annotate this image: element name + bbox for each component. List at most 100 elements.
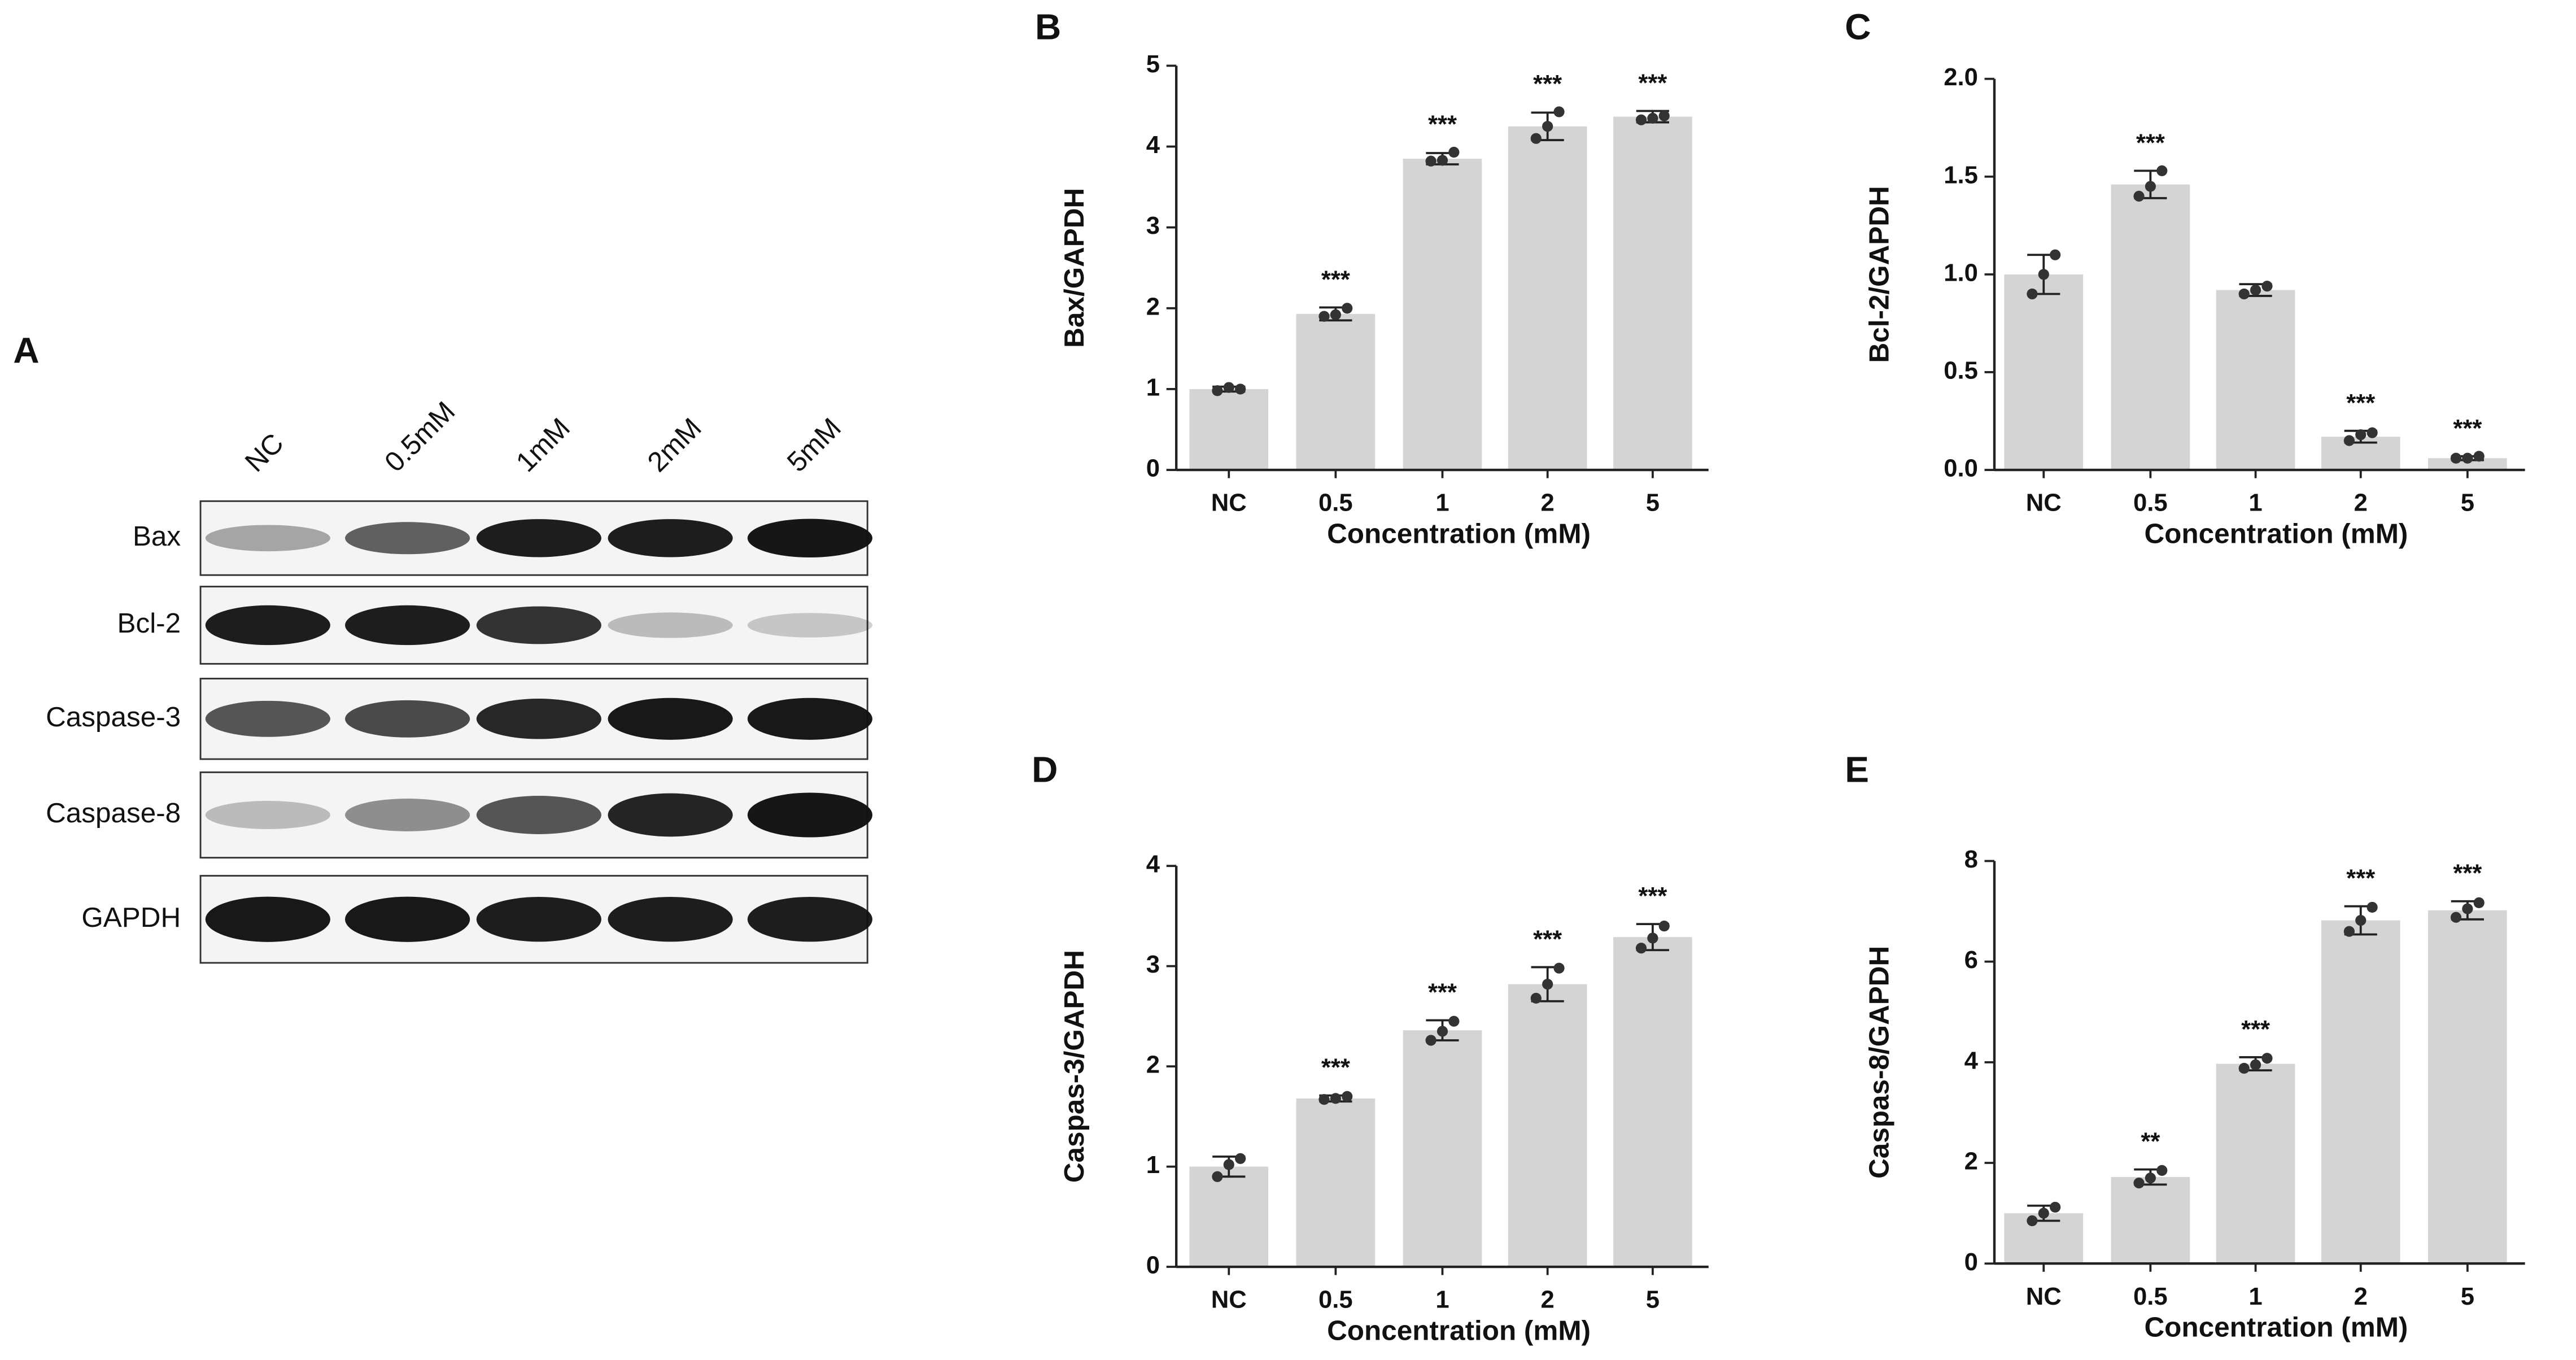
data-point <box>1553 962 1565 974</box>
x-axis-title: Concentration (mM) <box>2144 518 2408 549</box>
data-point <box>1342 303 1353 314</box>
bar <box>2004 274 2084 470</box>
significance: *** <box>1638 70 1667 97</box>
data-point <box>1235 383 1246 395</box>
x-tick-label: 1 <box>1435 490 1449 517</box>
y-tick-label: 4 <box>1964 1047 1979 1074</box>
blot-band <box>747 518 872 558</box>
lane-label: 0.5mM <box>379 395 461 478</box>
significance: *** <box>2346 390 2375 417</box>
bar <box>1403 158 1482 470</box>
blot-band <box>205 896 330 942</box>
x-tick-label: NC <box>1211 1287 1247 1314</box>
y-tick-label: 0.5 <box>1944 357 1978 384</box>
significance: *** <box>1533 71 1562 98</box>
data-point <box>1318 1094 1330 1105</box>
y-tick-label: 0 <box>1146 1252 1160 1279</box>
x-tick-label: NC <box>2026 490 2062 517</box>
panel-label: B <box>1035 6 1061 47</box>
x-axis-title: Concentration (mM) <box>2144 1312 2408 1343</box>
y-tick-label: 8 <box>1964 846 1978 873</box>
y-tick-label: 1.0 <box>1944 259 1978 286</box>
data-point <box>2261 281 2273 292</box>
y-tick-label: 1.5 <box>1944 162 1978 189</box>
blot-band <box>345 605 470 646</box>
data-point <box>2250 1059 2261 1070</box>
blot-band <box>205 700 330 737</box>
bar <box>1296 313 1376 470</box>
blot-band <box>205 525 330 552</box>
x-axis-title: Concentration (mM) <box>1327 518 1591 549</box>
y-tick-label: 1 <box>1146 374 1160 401</box>
bar <box>1403 1030 1482 1267</box>
y-tick-label: 0.0 <box>1944 455 1978 482</box>
data-point <box>1437 1026 1448 1037</box>
data-point <box>2145 1172 2156 1184</box>
blot-band <box>747 613 872 638</box>
data-point <box>2133 1178 2145 1189</box>
x-tick-label: NC <box>1211 490 1247 517</box>
blot-band <box>345 799 470 831</box>
data-point <box>1647 932 1658 944</box>
x-tick-label: 1 <box>2248 490 2262 517</box>
y-tick-label: 2 <box>1146 293 1160 320</box>
bar <box>2428 910 2507 1264</box>
bar <box>1296 1098 1376 1267</box>
bar <box>2321 920 2400 1264</box>
data-point <box>2050 249 2061 260</box>
significance: *** <box>1638 883 1667 910</box>
protein-label: Bcl-2 <box>117 608 181 639</box>
data-point <box>1425 1035 1437 1046</box>
data-point <box>2156 1165 2168 1176</box>
data-point <box>2156 165 2168 176</box>
panel-label: E <box>1845 749 1869 790</box>
y-tick-label: 2.0 <box>1944 64 1978 91</box>
blot-band <box>345 896 470 942</box>
x-tick-label: 5 <box>2461 490 2474 517</box>
blot-band <box>476 897 601 942</box>
significance: *** <box>1533 926 1562 953</box>
data-point <box>2367 901 2378 913</box>
data-point <box>2133 190 2145 202</box>
x-tick-label: 0.5 <box>1318 490 1353 517</box>
data-point <box>1448 146 1460 158</box>
data-point <box>2355 429 2367 441</box>
y-axis-title: Bcl-2/GAPDH <box>1863 186 1894 363</box>
data-point <box>1448 1015 1460 1027</box>
y-tick-label: 0 <box>1964 1249 1978 1276</box>
data-point <box>1635 114 1647 125</box>
y-tick-label: 3 <box>1146 212 1160 239</box>
bar <box>2111 184 2190 470</box>
blot-band <box>608 612 733 638</box>
bar <box>2216 1063 2295 1264</box>
data-point <box>1342 1091 1353 1102</box>
data-point <box>1235 1153 1246 1164</box>
lane-label: NC <box>239 428 289 478</box>
blot-band <box>747 698 872 740</box>
data-point <box>1553 106 1565 117</box>
y-tick-label: 4 <box>1146 851 1160 878</box>
x-axis-title: Concentration (mM) <box>1327 1315 1591 1346</box>
x-tick-label: 2 <box>1541 1287 1555 1314</box>
data-point <box>1223 1159 1234 1170</box>
blot-band <box>608 519 733 557</box>
blot-band <box>476 519 601 557</box>
data-point <box>1542 978 1553 990</box>
data-point <box>1212 1171 1223 1182</box>
blot-band <box>747 897 872 942</box>
data-point <box>2343 435 2355 446</box>
x-tick-label: 5 <box>1646 490 1660 517</box>
significance: *** <box>2241 1016 2270 1043</box>
blot-band <box>476 606 601 644</box>
data-point <box>2238 1062 2250 1074</box>
x-tick-label: NC <box>2026 1283 2062 1310</box>
data-point <box>2038 269 2049 280</box>
data-point <box>2027 288 2038 300</box>
blot-band <box>345 700 470 738</box>
blot-band <box>205 801 330 829</box>
y-tick-label: 4 <box>1146 132 1160 159</box>
x-tick-label: 2 <box>2354 1283 2368 1310</box>
data-point <box>1425 155 1437 167</box>
data-point <box>2261 1053 2273 1064</box>
